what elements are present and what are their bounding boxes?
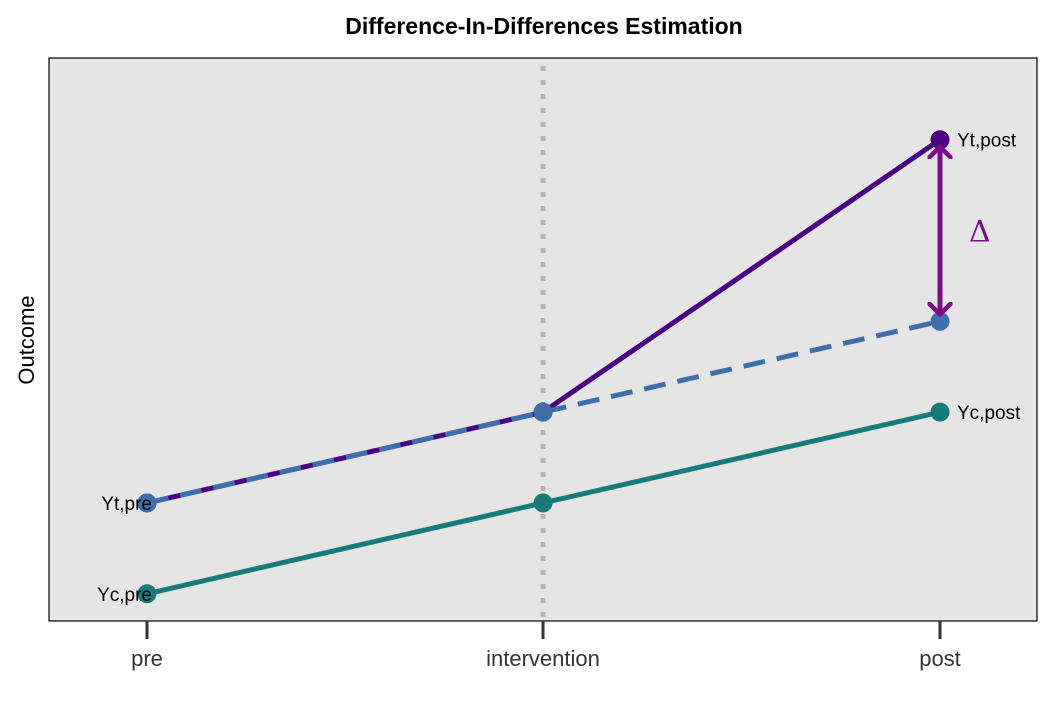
x-tick-label-post: post — [919, 646, 961, 671]
point-treatment-post — [930, 130, 950, 150]
point-control-post — [930, 402, 950, 422]
y-axis-label: Outcome — [14, 295, 39, 384]
delta-label: Δ — [969, 215, 991, 250]
x-tick-label-intervention: intervention — [486, 646, 600, 671]
point-label-3: Yc,pre — [97, 585, 152, 606]
chart-title: Difference-In-Differences Estimation — [345, 13, 743, 39]
point-counterfactual-pre — [137, 493, 157, 513]
point-counterfactual-post — [930, 311, 950, 331]
x-tick-label-pre: pre — [131, 646, 163, 671]
point-control-intervention — [533, 493, 553, 513]
point-label-2: Yt,pre — [101, 494, 152, 515]
point-control-pre — [137, 584, 157, 604]
point-label-1: Yc,post — [957, 403, 1021, 424]
point-counterfactual-intervention — [533, 402, 553, 422]
plot-panel — [48, 57, 1038, 622]
point-label-0: Yt,post — [957, 131, 1017, 152]
